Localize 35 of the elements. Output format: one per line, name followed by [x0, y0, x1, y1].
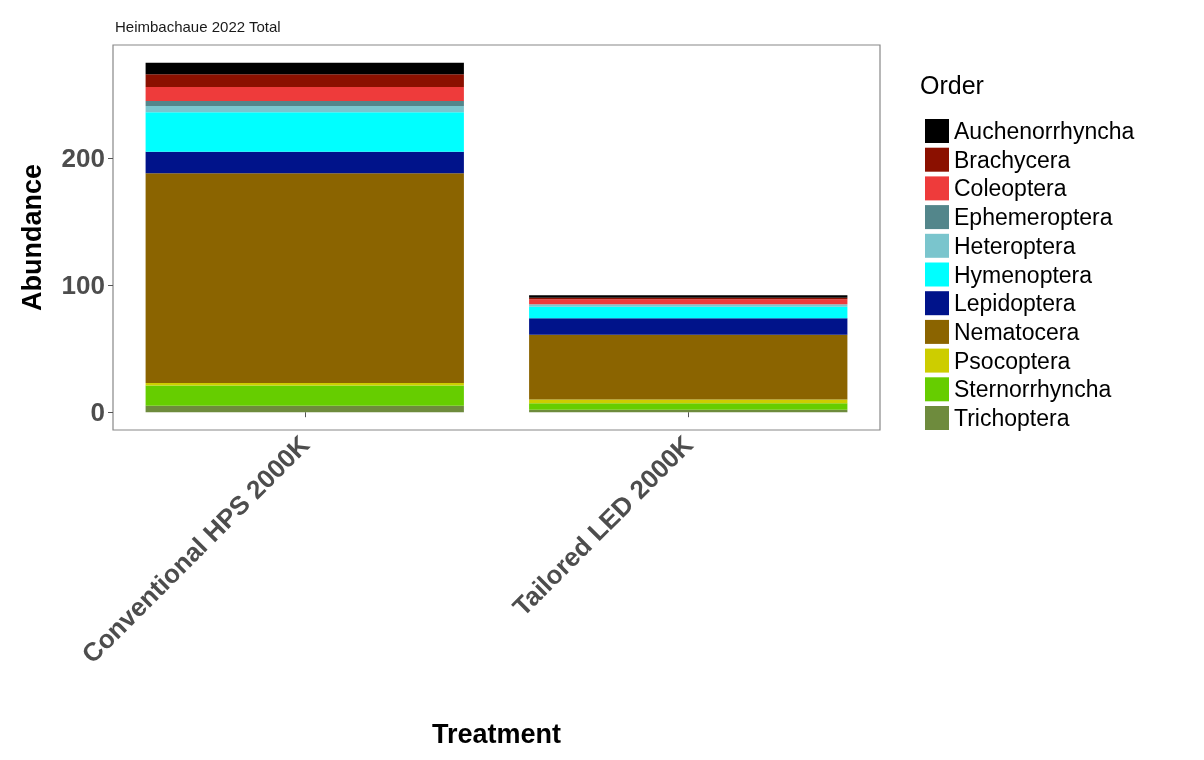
bar — [529, 403, 848, 410]
bar — [529, 318, 848, 335]
legend-label: Ephemeroptera — [954, 204, 1113, 231]
legend-label: Brachycera — [954, 146, 1071, 173]
bar — [145, 173, 464, 383]
bar — [145, 382, 464, 386]
legend-label: Psocoptera — [954, 347, 1071, 374]
legend-label: Sternorrhyncha — [954, 376, 1112, 403]
bar — [145, 100, 464, 106]
bar — [529, 304, 848, 307]
legend-label: Heteroptera — [954, 232, 1076, 259]
legend-label: Trichoptera — [954, 405, 1070, 431]
bar — [145, 86, 464, 101]
bar — [145, 74, 464, 87]
bar — [529, 299, 848, 305]
bar — [145, 105, 464, 113]
legend-label: Nematocera — [954, 318, 1080, 345]
bar — [529, 306, 848, 319]
bar — [145, 62, 464, 75]
x-axis-title: Treatment — [431, 718, 562, 749]
legend-label: Lepidoptera — [954, 290, 1076, 317]
bar — [145, 112, 464, 152]
bar — [145, 405, 464, 413]
y-tick-label: 100 — [61, 270, 105, 301]
legend-label: Coleoptera — [954, 175, 1067, 202]
y-tick-label: 200 — [61, 143, 105, 174]
bar — [145, 385, 464, 406]
y-axis-title: Abundance — [16, 163, 47, 312]
bar — [529, 334, 848, 400]
legend-title: Order — [920, 70, 984, 99]
bar — [145, 151, 464, 174]
legend-label: Hymenoptera — [954, 261, 1093, 288]
y-tick-label: 0 — [90, 397, 105, 428]
legend-label: Auchenorrhyncha — [954, 118, 1135, 144]
chart-title: Heimbachaue 2022 Total — [115, 18, 281, 35]
